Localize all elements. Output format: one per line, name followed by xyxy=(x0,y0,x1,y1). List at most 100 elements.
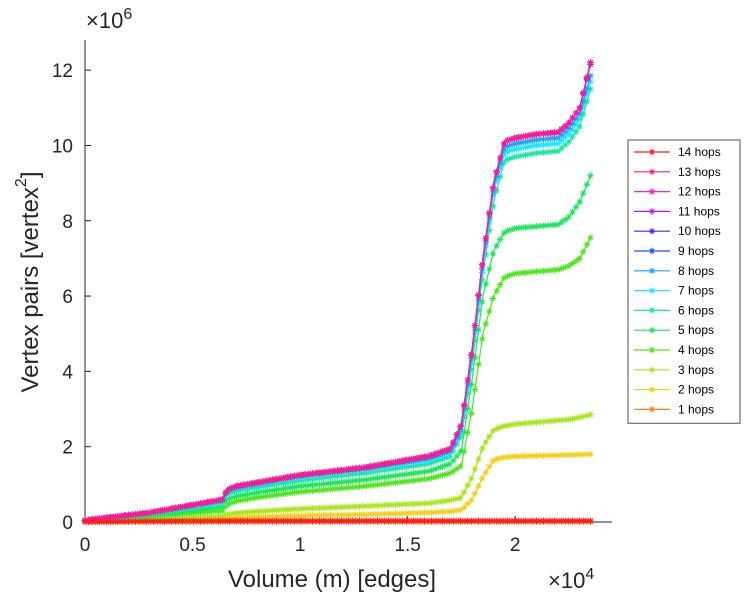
data-marker xyxy=(565,451,573,459)
data-marker xyxy=(460,504,468,511)
data-marker xyxy=(392,465,399,472)
data-marker xyxy=(489,517,497,525)
data-marker xyxy=(132,511,139,518)
data-marker xyxy=(392,479,399,486)
series-line xyxy=(84,62,592,521)
data-marker xyxy=(540,149,547,156)
data-marker xyxy=(432,465,439,473)
data-marker xyxy=(294,477,302,485)
data-marker xyxy=(345,466,352,473)
data-marker xyxy=(247,490,255,497)
data-marker xyxy=(583,90,591,98)
y-tick-label: 12 xyxy=(52,61,73,82)
data-marker xyxy=(525,452,533,460)
data-marker xyxy=(424,453,432,460)
data-marker xyxy=(211,513,219,520)
data-marker xyxy=(291,478,298,485)
series-line xyxy=(84,62,592,521)
series-layer xyxy=(81,59,594,526)
series-13-hops xyxy=(81,59,594,524)
data-marker xyxy=(493,187,500,194)
data-marker xyxy=(215,496,222,504)
data-marker xyxy=(193,500,201,508)
data-marker xyxy=(269,476,276,483)
data-marker xyxy=(410,500,417,508)
data-marker xyxy=(334,467,341,474)
data-marker xyxy=(388,465,396,473)
data-marker xyxy=(424,460,432,468)
data-marker xyxy=(251,489,258,497)
data-marker xyxy=(341,472,349,479)
data-marker xyxy=(287,489,295,497)
data-marker xyxy=(576,115,583,123)
data-marker xyxy=(551,517,558,525)
data-marker xyxy=(309,470,316,477)
data-marker xyxy=(558,416,565,424)
data-marker xyxy=(587,59,594,66)
data-marker xyxy=(399,478,406,485)
data-marker xyxy=(208,513,215,520)
data-marker xyxy=(403,501,410,508)
data-marker xyxy=(540,267,547,275)
data-marker xyxy=(540,222,547,229)
data-marker xyxy=(262,488,269,495)
data-marker xyxy=(150,508,157,516)
data-marker xyxy=(81,518,89,526)
y-axis-label: Vertex pairs [vertex2] xyxy=(13,172,44,393)
data-marker xyxy=(381,480,388,488)
data-marker xyxy=(464,482,471,489)
data-marker xyxy=(359,503,367,510)
data-marker xyxy=(572,257,580,265)
data-marker xyxy=(399,471,406,478)
data-marker xyxy=(237,482,244,489)
data-marker xyxy=(500,140,508,148)
data-marker xyxy=(330,473,338,480)
data-marker xyxy=(413,509,421,517)
data-marker xyxy=(269,517,276,525)
data-marker xyxy=(200,513,208,521)
data-marker xyxy=(244,508,251,516)
data-marker xyxy=(525,137,533,145)
data-marker xyxy=(385,480,392,487)
data-marker xyxy=(273,481,280,488)
data-marker xyxy=(421,509,428,516)
data-marker xyxy=(435,472,443,480)
data-marker xyxy=(154,518,161,525)
data-marker xyxy=(587,85,594,93)
data-marker xyxy=(507,141,515,149)
legend-label: 1 hops xyxy=(678,402,714,416)
data-marker xyxy=(298,488,305,495)
data-marker xyxy=(562,141,569,149)
data-marker xyxy=(558,126,565,133)
data-marker xyxy=(569,114,576,122)
data-marker xyxy=(446,460,453,468)
data-marker xyxy=(439,517,446,525)
data-marker xyxy=(92,518,100,526)
legend-item: 4 hops xyxy=(634,343,714,357)
data-marker xyxy=(222,498,230,505)
data-marker xyxy=(457,448,464,455)
data-marker xyxy=(276,506,284,514)
data-marker xyxy=(334,485,341,492)
data-marker xyxy=(388,510,396,517)
data-marker xyxy=(132,518,139,525)
data-marker xyxy=(540,135,547,143)
data-marker xyxy=(399,464,406,471)
data-marker xyxy=(417,500,424,507)
data-marker xyxy=(417,517,424,525)
data-marker xyxy=(175,517,183,525)
data-marker xyxy=(482,439,489,446)
data-marker xyxy=(287,512,295,520)
data-marker xyxy=(237,509,244,516)
data-marker xyxy=(280,512,287,520)
data-marker xyxy=(320,517,327,525)
data-marker xyxy=(211,497,219,504)
data-marker xyxy=(273,517,280,525)
data-marker xyxy=(471,354,479,361)
data-marker xyxy=(327,480,334,487)
data-marker xyxy=(312,517,320,525)
data-marker xyxy=(489,295,497,302)
x-tick-label: 0.5 xyxy=(179,535,205,556)
data-marker xyxy=(446,508,453,515)
data-marker xyxy=(316,504,323,512)
